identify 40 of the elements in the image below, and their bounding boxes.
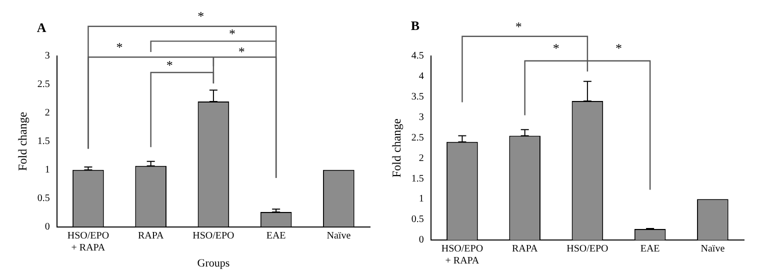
y-tick-label: 2.5	[411, 132, 424, 144]
x-tick-label: RAPA	[138, 230, 164, 242]
annotation: *	[238, 44, 245, 60]
y-axis-title: Fold change	[15, 112, 30, 171]
x-axis-title: Groups	[197, 257, 230, 270]
y-tick-label: 1.5	[37, 136, 50, 148]
y-axis-title: Fold change	[389, 118, 404, 178]
x-tick-label: EAE	[266, 230, 286, 242]
y-tick-label: 2.5	[37, 79, 50, 90]
x-tick-label: EAE	[640, 244, 660, 255]
y-tick-label: 1	[418, 194, 424, 205]
y-tick-label: 0.5	[411, 214, 424, 226]
x-tick-label: HSO/EPO + RAPA	[441, 244, 484, 267]
y-tick-label: 0	[44, 221, 50, 232]
y-tick-label: 2	[418, 152, 424, 164]
y-tick-label: 2	[44, 108, 50, 119]
y-tick-label: 1	[44, 164, 50, 176]
y-tick-label: 4	[418, 71, 424, 82]
text: *	[515, 18, 522, 34]
chart-title: B	[410, 18, 420, 33]
x-tick-label: HSO/EPO	[192, 230, 234, 242]
y-tick-label: 3	[418, 112, 424, 123]
text: *	[116, 39, 123, 54]
y-tick-label: 1.5	[411, 173, 424, 184]
x-tick-label: Naïve	[326, 230, 352, 242]
text: *	[552, 40, 560, 56]
text: *	[228, 26, 236, 41]
chart-title: A	[36, 20, 47, 35]
x-tick-label: HSO/EPO + RAPA	[67, 230, 110, 254]
y-tick-label: 4.5	[411, 50, 424, 62]
y-tick-label: 3.5	[411, 92, 424, 103]
y-tick-label: 3	[44, 50, 50, 62]
x-tick-label: RAPA	[512, 244, 538, 255]
text: *	[198, 8, 204, 24]
annotation: *	[166, 58, 173, 73]
text: *	[616, 40, 622, 56]
x-tick-label: HSO/EPO	[566, 244, 608, 255]
y-tick-label: 0.5	[37, 192, 50, 204]
x-tick-label: Naïve	[700, 244, 726, 255]
y-tick-label: 0	[418, 234, 424, 246]
